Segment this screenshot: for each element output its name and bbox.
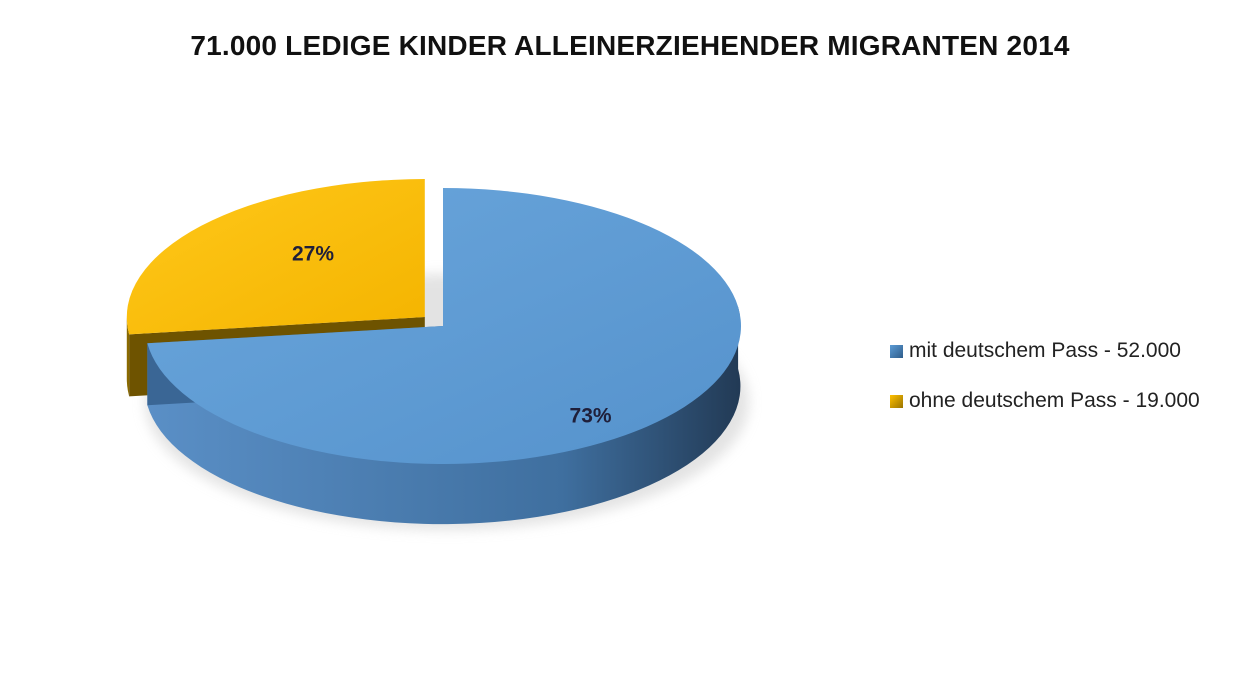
legend-item-mit-pass: mit deutschem Pass - 52.000 bbox=[890, 336, 1200, 366]
data-label-ohne-pass: 27% bbox=[292, 242, 334, 265]
chart-title: 71.000 LEDIGE KINDER ALLEINERZIEHENDER M… bbox=[190, 30, 1070, 61]
slice-side-ohne-pass bbox=[126, 317, 130, 397]
legend-label: ohne deutschem Pass - 19.000 bbox=[909, 389, 1200, 412]
legend-label: mit deutschem Pass - 52.000 bbox=[909, 339, 1181, 362]
data-label-mit-pass: 73% bbox=[570, 404, 612, 427]
slice-side-mit-pass bbox=[147, 306, 741, 525]
legend-item-ohne-pass: ohne deutschem Pass - 19.000 bbox=[890, 386, 1200, 416]
slice-ohne-pass bbox=[126, 179, 425, 335]
legend-swatch-yellow bbox=[890, 394, 903, 408]
legend: mit deutschem Pass - 52.000 ohne deutsch… bbox=[890, 336, 1200, 436]
slice-mit-pass bbox=[147, 188, 741, 464]
legend-swatch-blue bbox=[890, 344, 903, 358]
